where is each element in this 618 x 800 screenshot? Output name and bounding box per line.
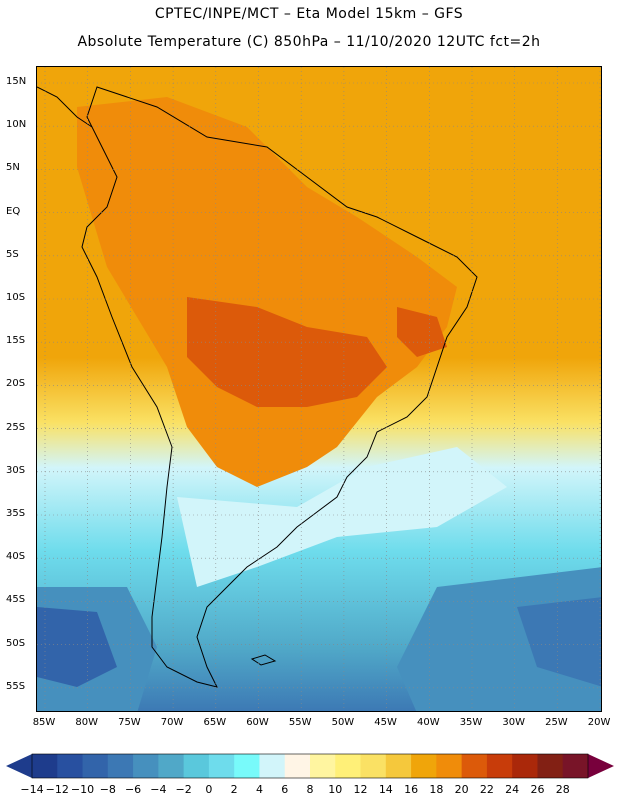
lat-label: 10N [6, 119, 27, 131]
colorbar-label: −14 [20, 783, 44, 796]
colorbar-swatch [158, 754, 185, 778]
colorbar-swatch [385, 754, 412, 778]
colorbar-swatch [360, 754, 387, 778]
hot-core-field [187, 297, 387, 407]
colorbar-label: 12 [353, 783, 368, 796]
colorbar-swatch [107, 754, 134, 778]
colorbar-label: −6 [124, 783, 142, 796]
lat-label: 15N [6, 76, 27, 87]
central-america-coastline [37, 86, 93, 128]
colorbar-label: 8 [306, 783, 314, 796]
lat-label: 50S [6, 637, 26, 649]
colorbar-swatch [537, 754, 564, 778]
colorbar-label: 28 [555, 783, 570, 796]
colorbar-label: 16 [404, 783, 419, 796]
lon-label: 70W [160, 717, 184, 728]
lat-label: EQ [6, 205, 21, 217]
lat-label: 55S [6, 680, 26, 692]
hot-core-field-east [397, 307, 447, 357]
falkland-islands [250, 654, 277, 666]
colorbar-label: 20 [454, 783, 469, 796]
colorbar-label: 0 [205, 783, 213, 796]
colorbar-label: −2 [175, 783, 192, 796]
colorbar-label: 4 [255, 783, 263, 796]
colorbar-arrow-right [588, 754, 614, 778]
lat-label: 45S [6, 594, 26, 606]
lat-label: 15S [6, 335, 26, 347]
colorbar-swatch [461, 754, 488, 778]
colorbar-swatch [486, 754, 513, 778]
colorbar-swatch [133, 754, 159, 778]
colorbar-swatch [82, 754, 109, 778]
lat-label: 5N [6, 162, 20, 174]
colorbar-label: −4 [150, 783, 167, 796]
lon-label: 75W [118, 717, 141, 728]
lon-label: 25W [545, 717, 568, 728]
colorbar-swatch [234, 754, 260, 778]
colorbar-swatch [411, 754, 437, 778]
map-svg [37, 67, 601, 711]
colorbar-swatch [183, 754, 210, 778]
colorbar [6, 753, 614, 779]
colorbar-label: 26 [530, 783, 545, 796]
lat-label: 35S [6, 508, 26, 519]
lon-label: 55W [288, 717, 312, 728]
lat-label: 20S [6, 378, 26, 390]
colorbar-swatch [436, 754, 463, 778]
lat-label: 25S [6, 421, 26, 433]
cold-region-sw-deep [37, 607, 117, 687]
colorbar-swatch [284, 754, 311, 778]
chart-subtitle: Absolute Temperature (C) 850hPa – 11/10/… [77, 34, 541, 50]
lat-label: 40S [6, 551, 26, 563]
colorbar-label: −8 [99, 783, 116, 796]
colorbar-label: −12 [45, 783, 69, 796]
colorbar-swatch [562, 754, 589, 778]
lon-label: 35W [459, 717, 483, 728]
lon-label: 50W [331, 717, 355, 728]
cool-tongue [177, 447, 507, 587]
cold-region-se-deep [517, 597, 601, 687]
colorbar-label: 2 [230, 783, 238, 796]
lon-label: 80W [75, 717, 98, 728]
colorbar-swatch [208, 754, 235, 778]
colorbar-outline [31, 753, 589, 779]
colorbar-swatch [512, 754, 538, 778]
colorbar-label: 14 [378, 783, 393, 796]
lat-label: 5S [6, 248, 19, 260]
colorbar-label: 24 [505, 783, 520, 796]
chart-title: CPTEC/INPE/MCT – Eta Model 15km – GFS [154, 6, 464, 22]
lat-label: 10S [6, 292, 26, 303]
lon-label: 45W [374, 717, 397, 728]
colorbar-swatch [57, 754, 84, 778]
lon-label: 20W [587, 717, 611, 728]
colorbar-swatch [32, 754, 58, 778]
colorbar-label: 6 [281, 783, 289, 796]
colorbar-label: 18 [429, 783, 444, 796]
south-america-coastline [81, 86, 478, 688]
colorbar-label: −10 [70, 783, 95, 796]
colorbar-label: 22 [479, 783, 494, 796]
lon-label: 60W [246, 717, 269, 728]
temperature-map [36, 66, 602, 712]
colorbar-swatch [310, 754, 336, 778]
lon-label: 40W [416, 717, 440, 728]
colorbar-swatch [259, 754, 286, 778]
colorbar-swatch [335, 754, 362, 778]
lat-label: 30S [6, 464, 26, 476]
colorbar-label: 10 [328, 783, 343, 796]
lon-label: 65W [203, 717, 227, 728]
lon-label: 30W [502, 717, 525, 728]
lon-label: 85W [32, 717, 56, 728]
colorbar-arrow-left [6, 754, 32, 778]
